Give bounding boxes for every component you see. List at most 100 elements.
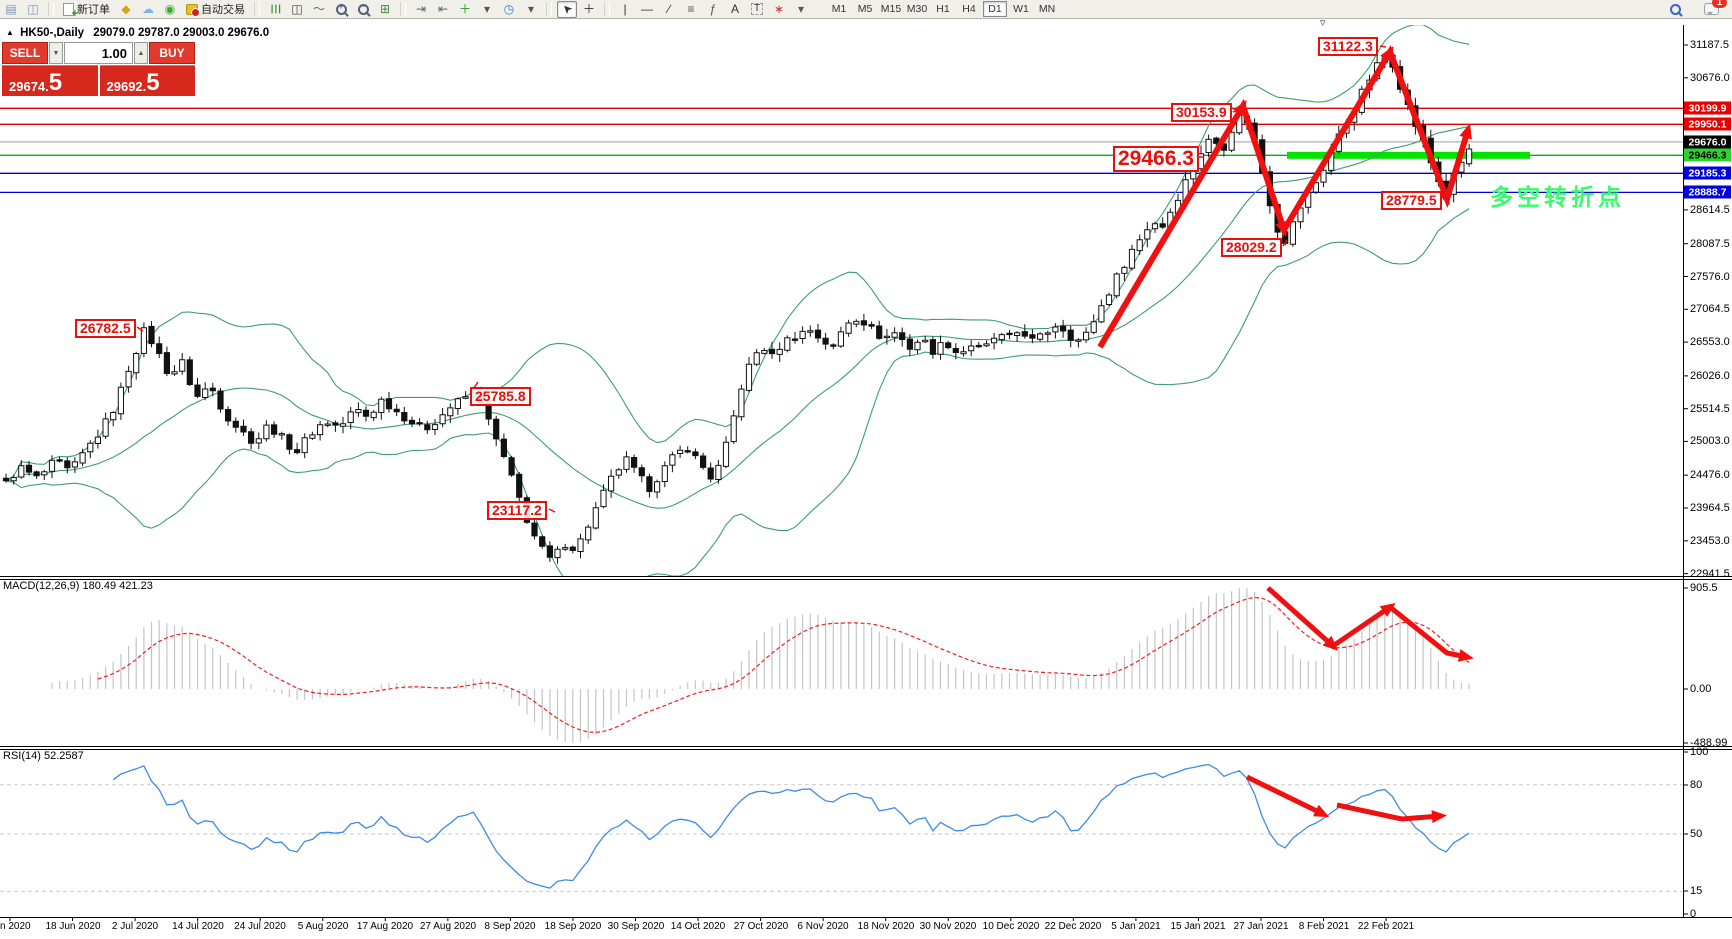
price-annotation: 29466.3 [1113, 146, 1199, 172]
cloud-icon[interactable]: ☁ [142, 2, 154, 16]
price-tick: 25514.5 [1690, 403, 1730, 415]
date-tick: 8 Sep 2020 [484, 921, 536, 932]
separator [48, 2, 54, 16]
text-label-icon[interactable]: T [747, 1, 767, 18]
line-chart-icon[interactable]: ～ [312, 2, 325, 16]
toolbar-left: ▤ ◫ 新订单 ◆ ☁ ◉ 自动交易 ☰ ◫ ～ +−⊞ ⇥ ⇤ ＋ ▾ ◷ ▾ ➤ ＋ | — ∕ ≡ ƒAT ∗ ▾ [0, 0, 812, 20]
price-tick: 31187.5 [1690, 39, 1729, 51]
price-annotation: 30153.9 [1171, 103, 1232, 122]
volume-decrease-button[interactable]: ▼ [49, 42, 63, 64]
indicators-icon[interactable]: ＋ [458, 2, 471, 16]
timeframe-m30[interactable]: M30 [906, 3, 928, 15]
volume-increase-button[interactable]: ▲ [134, 42, 148, 64]
price-annotation: 23117.2 [487, 501, 547, 520]
tile-windows-icon[interactable]: ⊞ [379, 2, 391, 16]
rsi-tick: 15 [1690, 885, 1703, 897]
price-tick: 24476.0 [1690, 469, 1730, 481]
price-tick: 26553.0 [1690, 336, 1730, 348]
toolbar-right: 1 [1664, 0, 1727, 18]
sell-button[interactable]: SELL [2, 42, 48, 64]
separator [254, 2, 260, 16]
bar-chart-icon[interactable]: ☰ [267, 3, 282, 15]
price-tag: 30199.9 [1684, 101, 1731, 115]
chart-shift-icon[interactable]: ⇤ [437, 2, 449, 16]
new-order-button[interactable]: 新订单 [59, 2, 114, 20]
rsi-tick: 0 [1690, 908, 1697, 920]
search-icon[interactable] [1665, 1, 1685, 18]
market-watch-icon[interactable]: ◫ [27, 2, 39, 16]
chinese-annotation: 多空转折点 [1490, 184, 1625, 210]
macd-indicator-label: MACD(12,26,9) 180.49 421.23 [3, 580, 153, 592]
date-tick: 30 Nov 2020 [919, 921, 977, 932]
price-annotation: 28779.5 [1381, 191, 1442, 210]
equidistant-channel-icon[interactable]: ≡ [687, 2, 695, 16]
timeframe-m15[interactable]: M15 [880, 3, 902, 15]
trend-zigzag-annotation [136, 45, 1472, 513]
zoom-in-icon[interactable]: + [331, 1, 351, 18]
dropdown-arrow[interactable]: ▾ [527, 2, 535, 16]
fibonacci-icon[interactable]: ƒ [709, 2, 717, 16]
macd-tick: 905.5 [1690, 582, 1718, 594]
buy-button[interactable]: BUY [149, 42, 195, 64]
bid-price[interactable]: 29674. 5 [2, 65, 98, 96]
timeframe-d1[interactable]: D1 [983, 1, 1007, 17]
date-tick: 27 Jan 2021 [1233, 921, 1289, 932]
rsi-pane [0, 763, 1683, 892]
ask-price[interactable]: 29692. 5 [99, 65, 195, 96]
timeframe-m5[interactable]: M5 [857, 3, 873, 15]
rsi-tick: 100 [1690, 746, 1709, 758]
chart-shift-marker-icon: ▿ [1320, 17, 1326, 29]
horizontal-line-icon[interactable]: — [641, 2, 653, 16]
metaeditor-icon[interactable]: ◆ [121, 2, 131, 16]
date-tick: 6 Nov 2020 [797, 921, 849, 932]
dropdown-arrow[interactable]: ▾ [797, 2, 805, 16]
price-tick: 28087.5 [1690, 238, 1730, 250]
auto-trading-button-label: 自动交易 [201, 4, 245, 16]
crosshair-icon[interactable]: ＋ [582, 2, 595, 16]
one-click-trade-panel: SELL ▼ 1.00 ▲ BUY 29674. 5 29692. 5 [2, 42, 195, 96]
date-tick: 18 Jun 2020 [45, 921, 101, 932]
trendline-icon[interactable]: ∕ [667, 2, 670, 16]
price-tick: 27064.5 [1690, 303, 1730, 315]
date-tick: 5 Aug 2020 [297, 921, 349, 932]
price-tick: 25003.0 [1690, 435, 1730, 447]
toolbar: ▤ ◫ 新订单 ◆ ☁ ◉ 自动交易 ☰ ◫ ～ +−⊞ ⇥ ⇤ ＋ ▾ ◷ ▾ ➤ ＋ | — ∕ ≡ ƒAT ∗ ▾ M1 M5… [0, 0, 1732, 20]
new-order-icon [63, 2, 78, 20]
level-lines [0, 107, 1683, 194]
dropdown-arrow[interactable]: ▾ [483, 2, 491, 16]
candlestick-chart-icon[interactable]: ◫ [291, 2, 303, 16]
timeframe-h4[interactable]: H4 [962, 3, 976, 15]
auto-scroll-icon[interactable]: ⇥ [415, 2, 427, 16]
signals-icon[interactable]: ◉ [164, 2, 176, 16]
charts-window-icon[interactable]: ▤ [5, 2, 17, 16]
chat-icon[interactable]: 1 [1701, 0, 1727, 18]
timeframe-m1[interactable]: M1 [831, 3, 847, 15]
periods-icon[interactable]: ◷ [503, 2, 515, 16]
auto-trading-button[interactable]: 自动交易 [182, 2, 249, 17]
price-annotation: 31122.3 [1318, 37, 1378, 56]
date-tick: 15 Jan 2021 [1170, 921, 1226, 932]
timeframe-w1[interactable]: W1 [1013, 3, 1029, 15]
collapse-arrow-icon[interactable]: ▲ [6, 28, 14, 37]
ohlc-values: 29079.0 29787.0 29003.0 29676.0 [93, 27, 270, 39]
text-icon[interactable]: A [730, 2, 739, 16]
price-tick: 30676.0 [1690, 72, 1730, 84]
macd-tick: -488.99 [1690, 737, 1728, 749]
volume-input[interactable]: 1.00 [64, 42, 133, 64]
new-order-button-label: 新订单 [77, 4, 110, 16]
vertical-line-icon[interactable]: | [623, 2, 627, 16]
date-tick: 14 Oct 2020 [670, 921, 726, 932]
timeframe-h1[interactable]: H1 [936, 3, 950, 15]
price-tag: 29676.0 [1684, 135, 1731, 149]
date-tick: 18 Nov 2020 [857, 921, 915, 932]
arrows-icon[interactable]: ∗ [773, 2, 785, 16]
date-tick: Jun 2020 [0, 921, 31, 932]
date-tick: 27 Oct 2020 [733, 921, 789, 932]
timeframe-mn[interactable]: MN [1038, 3, 1056, 15]
pane-frame [0, 25, 1732, 921]
cursor-icon[interactable]: ➤ [557, 0, 577, 18]
price-tick: 26026.0 [1690, 370, 1730, 382]
notification-badge: 1 [1712, 0, 1727, 8]
zoom-out-icon[interactable]: − [353, 1, 373, 18]
